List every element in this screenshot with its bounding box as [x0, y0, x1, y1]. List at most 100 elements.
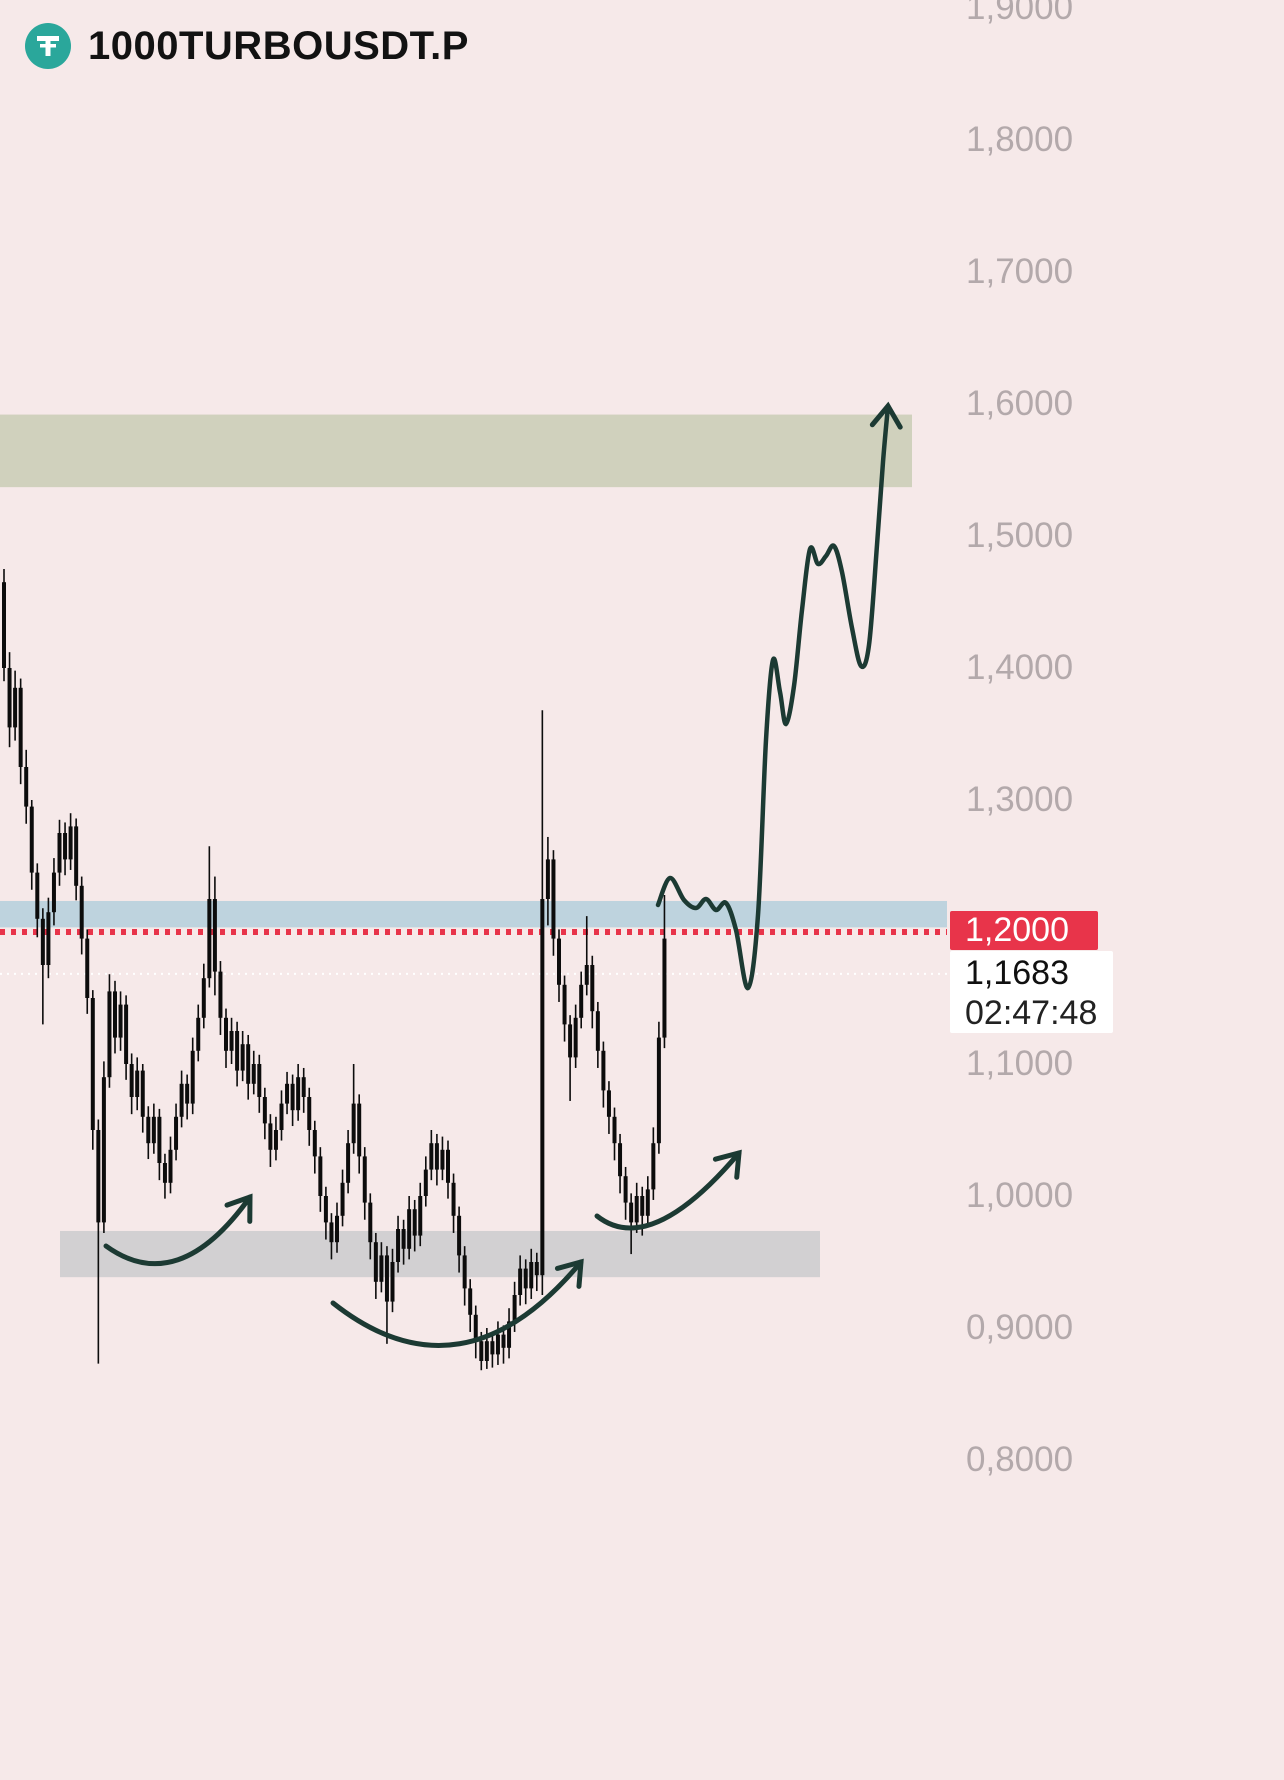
- candle-body: [601, 1050, 606, 1091]
- candle-body: [390, 1262, 395, 1302]
- candle-body: [113, 991, 117, 1038]
- candle-body: [179, 1083, 184, 1117]
- candle-body: [612, 1116, 617, 1144]
- candle-body: [418, 1196, 423, 1236]
- candle-body: [140, 1070, 145, 1117]
- candle-body: [46, 912, 51, 965]
- candle-body: [96, 1130, 101, 1223]
- candle-body: [606, 1090, 611, 1117]
- candle-body: [318, 1156, 323, 1196]
- candle-body: [229, 1031, 234, 1051]
- candle-body: [212, 899, 217, 972]
- candle-body: [240, 1044, 245, 1071]
- candle-body: [623, 1176, 628, 1203]
- candle-body: [29, 806, 34, 873]
- candle-body: [2, 582, 6, 668]
- candle-body: [185, 1083, 190, 1104]
- candle-body: [224, 1017, 228, 1051]
- candle-body: [57, 833, 62, 873]
- candle-body: [157, 1116, 162, 1163]
- candle-body: [362, 1156, 367, 1203]
- curved-arrow-annotation[interactable]: [330, 1258, 584, 1348]
- candle-body: [529, 1262, 534, 1289]
- candlestick-series: [2, 569, 667, 1371]
- candle-body: [401, 1229, 406, 1249]
- candle-body: [135, 1070, 140, 1097]
- candle-body: [479, 1341, 484, 1361]
- candle-body: [446, 1149, 450, 1183]
- demand-zone[interactable]: [60, 1230, 820, 1278]
- candle-body: [545, 859, 550, 899]
- candle-body: [523, 1268, 528, 1289]
- candle-body: [207, 899, 212, 979]
- candle-body: [51, 872, 56, 913]
- candle-body: [595, 1011, 600, 1051]
- curved-arrow-annotation[interactable]: [594, 1149, 742, 1231]
- candle-body: [101, 1077, 106, 1223]
- candle-body: [368, 1202, 373, 1243]
- resistance-zone[interactable]: [0, 900, 947, 928]
- last-price-value: 1,1683: [965, 954, 1069, 992]
- candle-body: [645, 1189, 650, 1216]
- candle-body: [301, 1077, 306, 1097]
- alert-price-label: 1,2000: [965, 911, 1069, 949]
- candle-body: [629, 1202, 634, 1223]
- candle-body: [285, 1083, 290, 1104]
- candle-body: [451, 1182, 456, 1216]
- candle-body: [484, 1341, 489, 1361]
- candle-body: [168, 1149, 173, 1183]
- candle-body: [457, 1215, 462, 1256]
- alert-price-badge[interactable]: 1,2000: [950, 911, 1098, 950]
- candle-body: [440, 1149, 445, 1170]
- candle-body: [373, 1242, 378, 1282]
- candle-body: [268, 1123, 273, 1150]
- candle-body: [462, 1255, 467, 1289]
- candle-body: [35, 872, 40, 919]
- candle-body: [379, 1255, 384, 1282]
- candle-body: [534, 1262, 539, 1276]
- candle-body: [640, 1196, 645, 1216]
- symbol-header[interactable]: 1000TURBOUSDT.P: [24, 22, 469, 70]
- candle-body: [257, 1064, 262, 1097]
- candle-body: [518, 1268, 523, 1295]
- candle-body: [68, 826, 73, 860]
- candle-body: [340, 1182, 345, 1216]
- curved-arrow-annotation[interactable]: [103, 1193, 253, 1267]
- candle-body: [24, 767, 29, 807]
- bar-close-countdown: 02:47:48: [965, 994, 1098, 1032]
- price-projection-path[interactable]: [655, 401, 903, 991]
- candle-body: [495, 1334, 500, 1355]
- candle-body: [296, 1077, 301, 1111]
- candle-body: [540, 899, 545, 1276]
- candle-body: [107, 991, 112, 1078]
- candle-body: [196, 1017, 201, 1051]
- candle-body: [190, 1050, 195, 1104]
- candle-body: [579, 984, 584, 1018]
- candle-body: [634, 1196, 639, 1223]
- candle-body: [407, 1209, 412, 1249]
- candle-body: [290, 1083, 295, 1111]
- candle-body: [346, 1143, 351, 1183]
- candle-body: [618, 1143, 623, 1177]
- candle-body: [501, 1334, 506, 1348]
- target-zone[interactable]: [0, 414, 912, 488]
- drawing-annotations[interactable]: [103, 401, 903, 1348]
- candle-body: [118, 1004, 123, 1038]
- candle-body: [357, 1103, 362, 1157]
- candle-body: [434, 1143, 439, 1170]
- candle-body: [396, 1229, 401, 1262]
- symbol-title: 1000TURBOUSDT.P: [88, 23, 469, 68]
- candle-body: [423, 1169, 428, 1196]
- candle-body: [651, 1143, 656, 1190]
- candle-body: [573, 1017, 578, 1058]
- candle-body: [13, 687, 18, 728]
- candle-body: [335, 1215, 339, 1243]
- candle-body: [85, 938, 90, 998]
- candle-body: [273, 1130, 278, 1150]
- candle-body: [351, 1103, 356, 1144]
- candle-body: [262, 1097, 267, 1124]
- candle-body: [329, 1222, 334, 1243]
- candle-body: [174, 1116, 179, 1150]
